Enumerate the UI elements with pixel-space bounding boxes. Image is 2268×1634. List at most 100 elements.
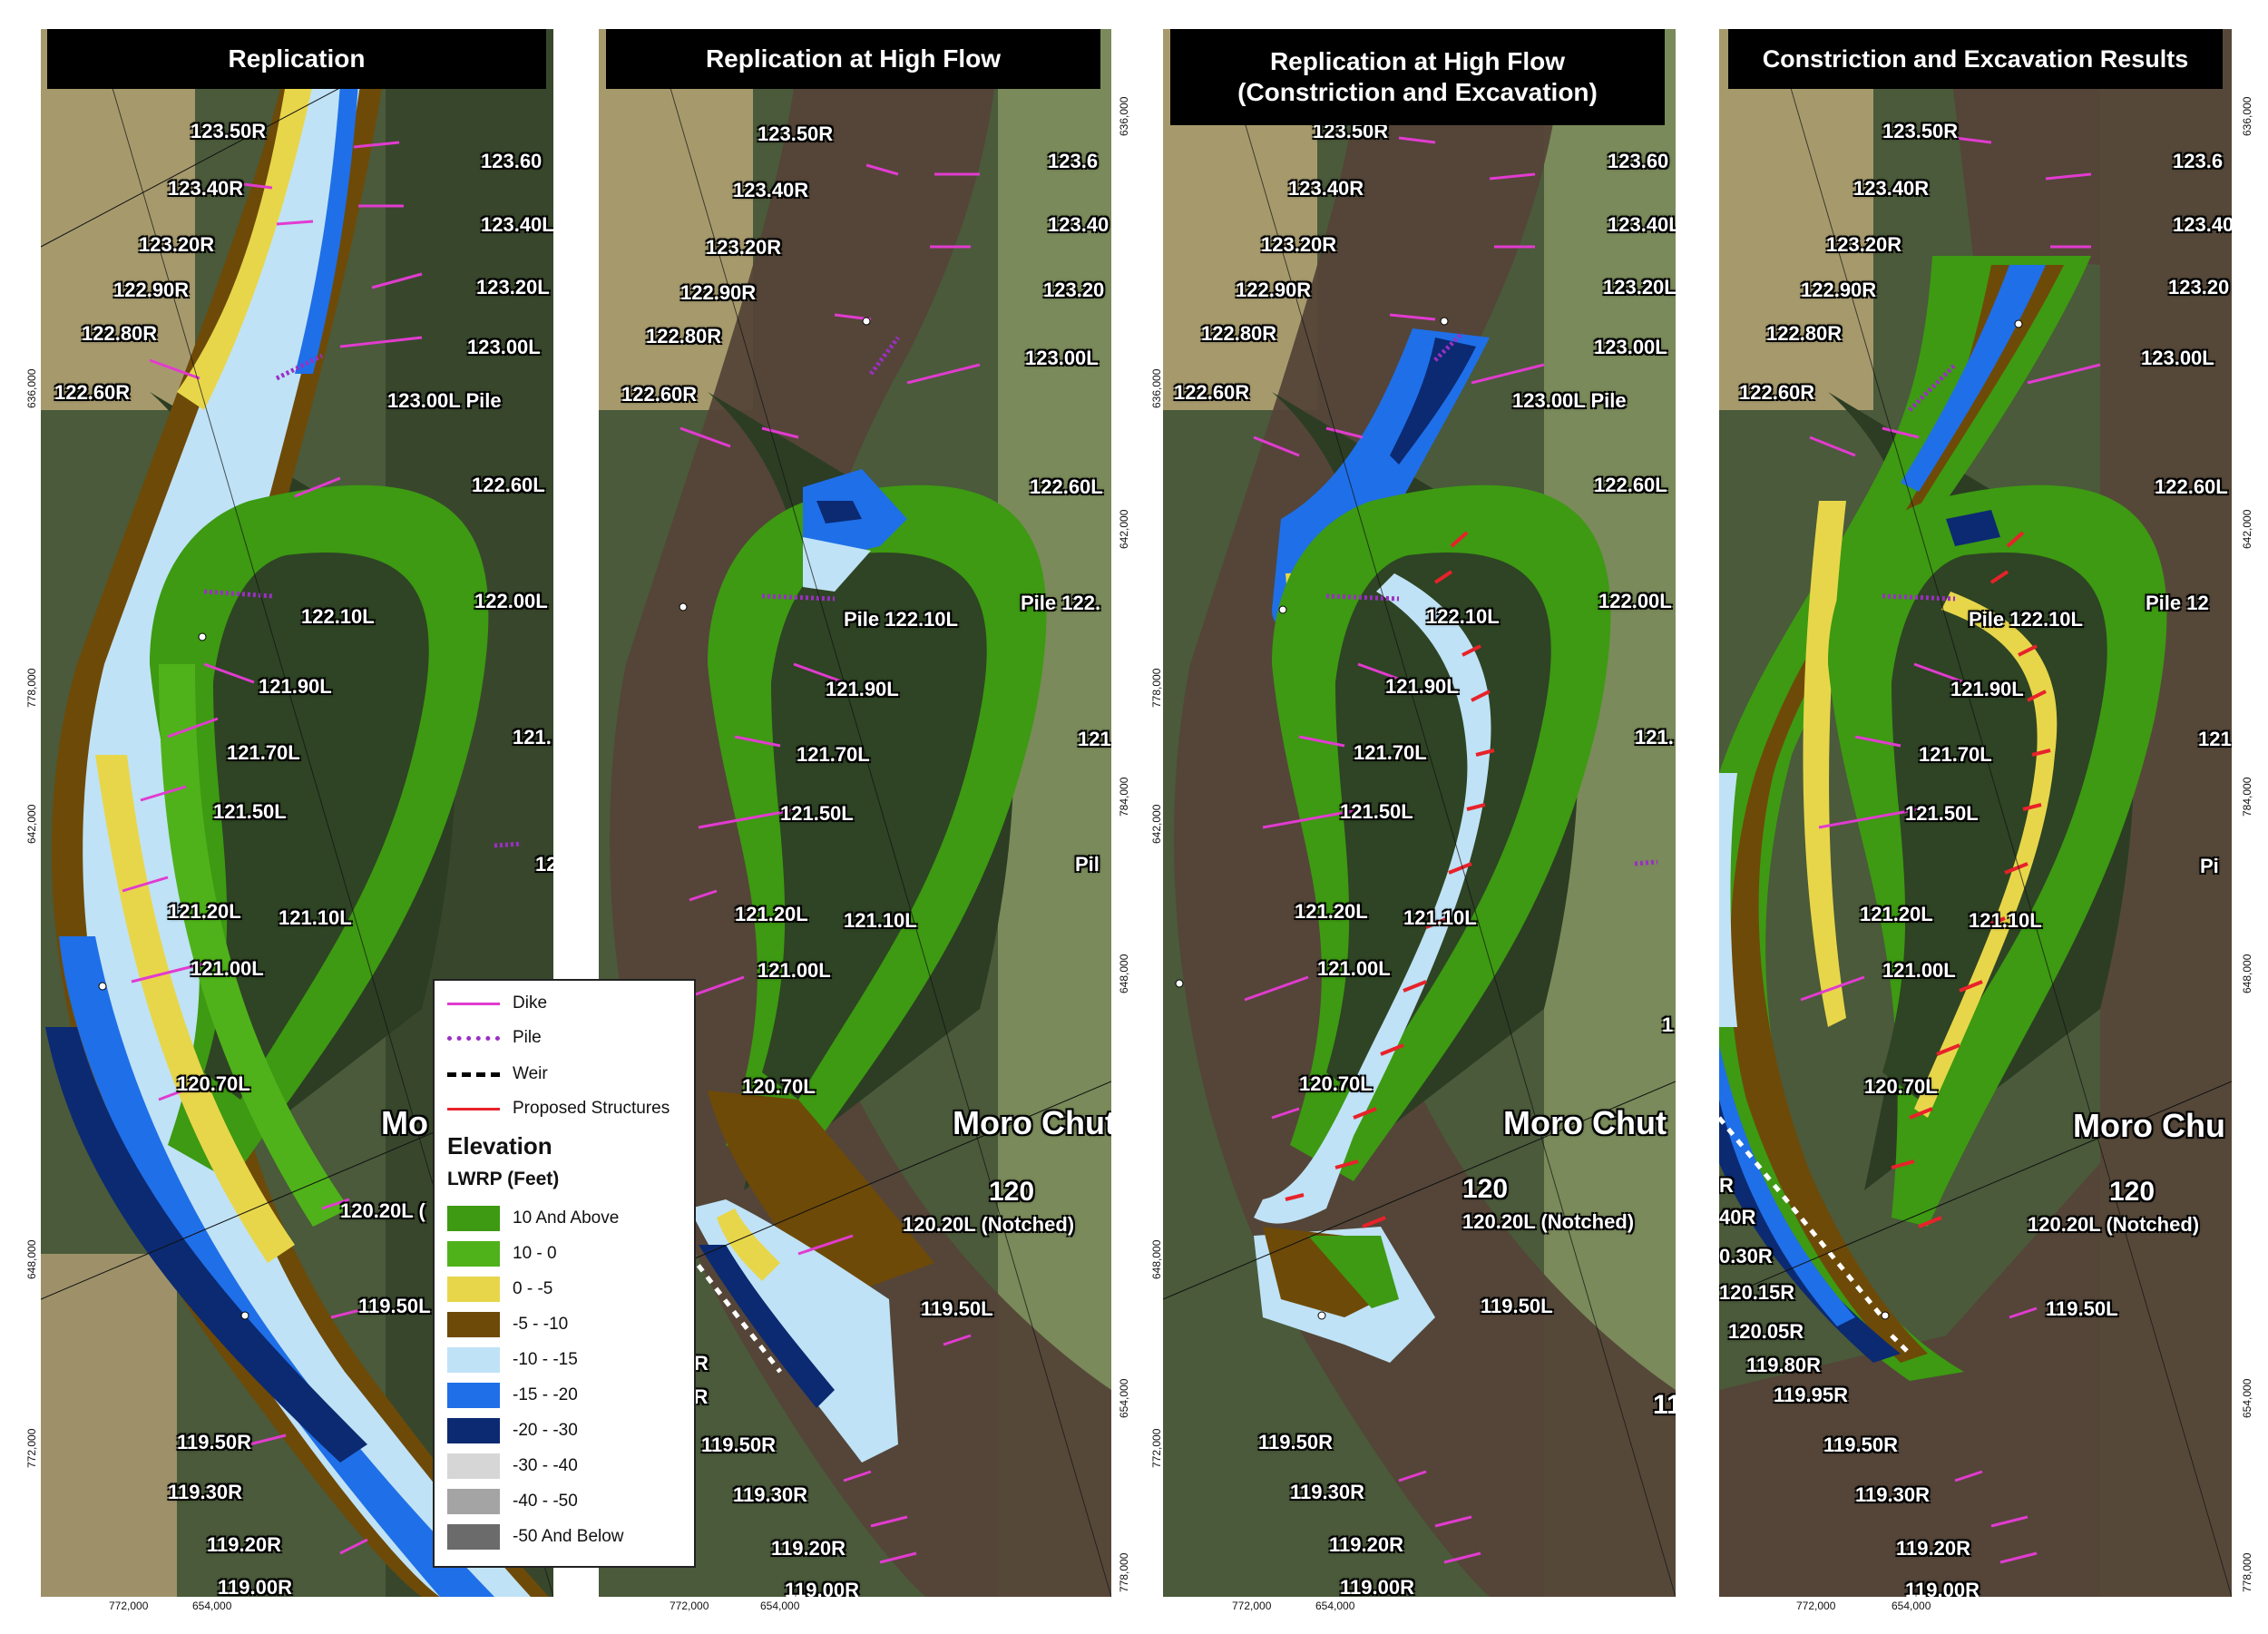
coord-label: 778,000 [25,668,38,708]
river-mile-label: 119.30R [168,1481,242,1503]
coord-label: 648,000 [1150,1239,1163,1279]
color-swatch [447,1489,500,1514]
coord-label: 654,000 [1892,1600,1931,1612]
river-mile-label: 122.80R [1201,322,1277,345]
proposed-structure-line-icon [447,1107,500,1111]
legend-item-weir: Weir [447,1064,548,1084]
river-mile-label: 120.70L [177,1072,250,1095]
river-mile-label: 123.40L [1608,213,1676,236]
legend-label: 0 - -5 [513,1279,553,1298]
river-mile-label: 119.50L [1481,1295,1553,1317]
color-swatch [447,1312,500,1337]
river-mile-label: 122.60L [2155,475,2228,498]
river-mile-label: 121.10L [1403,906,1477,929]
legend-subheading: LWRP (Feet) [447,1169,560,1189]
river-mile-label: 121.00L [1882,959,1956,982]
river-mile-label: 120.70L [1299,1072,1373,1095]
river-mile-label: 119.50R [1258,1431,1333,1453]
dike-line-icon [447,1002,500,1005]
river-mile-label: 122.60L [472,474,545,496]
color-swatch [447,1241,500,1267]
river-mile-label: 123.00L Pile [1512,389,1627,412]
river-mile-label: 123.40L [481,213,553,236]
river-mile-label: 119.95R [1774,1384,1848,1406]
coord-label: 772,000 [1232,1600,1272,1612]
panel-title-replication-high-flow: Replication at High Flow [606,29,1100,89]
river-mile-label: 119.00R [218,1576,292,1597]
coord-label: 772,000 [670,1600,709,1612]
river-mile-label: 122.90R [113,279,190,301]
river-mile-label: 121.20L [168,900,241,923]
river-mile-label: 119.20R [1329,1533,1403,1556]
coord-label: 778,000 [1150,668,1163,708]
legend-item-proposed-structures: Proposed Structures [447,1099,670,1119]
river-mile-label: 120 [2109,1177,2156,1207]
river-mile-label: 123.40R [733,179,809,201]
river-mile-label: 121.50L [1340,800,1413,823]
coord-label: 784,000 [2241,777,2253,817]
coord-label: 636,000 [2241,96,2253,136]
river-mile-label: 121.90L [1950,678,2024,700]
river-mile-label: 120.20L (Notched) [2028,1213,2200,1236]
map-panel-high-flow-constriction: 123.50R 123.40R 123.20R 122.90R 122.80R … [1163,29,1676,1597]
river-mile-label: 123.6 [1048,150,1099,172]
river-mile-label: 122.60L [1594,474,1667,496]
panel-title-constriction-results: Constriction and Excavation Results [1728,29,2223,89]
map-image [1163,29,1676,1597]
river-mile-label: 119.20R [207,1533,281,1556]
river-mile-label: 122.90R [1801,279,1877,301]
coord-label: 642,000 [1118,509,1130,549]
legend-class: -15 - -20 [447,1383,578,1408]
coord-label: 772,000 [109,1600,149,1612]
coord-label: 642,000 [2241,509,2253,549]
legend-item-dike: Dike [447,993,547,1013]
river-mile-label: 122.60R [621,383,698,406]
river-mile-label: R [694,1352,709,1375]
color-swatch [447,1347,500,1373]
river-mile-label: 121.90L [826,678,899,700]
river-mile-label: 123.40 [1048,213,1110,236]
river-mile-label: 120 [1462,1174,1509,1204]
river-mile-label: 121.00L [1317,957,1391,980]
place-name-label: Moro Chu [2073,1107,2225,1144]
pile-line-icon [447,1035,500,1041]
river-mile-label: 123.40R [1853,177,1930,200]
color-swatch [447,1524,500,1550]
color-swatch [447,1277,500,1302]
river-mile-label: Pile 122.10L [1969,608,2083,631]
legend-label: -30 - -40 [513,1456,578,1475]
river-mile-label: 12 [535,853,553,876]
river-mile-label: 123.60 [1608,150,1669,172]
river-mile-label: 120.05R [1728,1320,1804,1343]
river-mile-label: 119.00R [785,1579,859,1597]
river-mile-label: 123.6 [2173,150,2224,172]
river-mile-label: 123.20R [1261,233,1337,256]
river-mile-label: 123.40R [1288,177,1364,200]
river-mile-label: 123.50R [191,120,267,142]
river-mile-label: 119.20R [1896,1537,1970,1560]
coord-label: 784,000 [1118,777,1130,817]
river-mile-label: 123.20 [2168,276,2230,298]
river-mile-label: 119.50R [177,1431,251,1453]
river-mile-label: 122.60R [1739,381,1815,404]
river-mile-label: 123.00L [467,336,541,358]
legend-label: 10 - 0 [513,1244,557,1263]
river-mile-label: 120 [989,1177,1035,1207]
river-mile-label: 119.00R [1340,1576,1414,1597]
river-mile-label: Pile 122.10L [844,608,958,631]
river-mile-label: 123.20L [476,276,550,298]
legend-class: 10 And Above [447,1206,619,1231]
river-mile-label: 119.50R [701,1433,776,1456]
legend-label: -50 And Below [513,1527,624,1546]
coord-label: 654,000 [1118,1378,1130,1418]
legend-label: Weir [513,1064,548,1083]
coord-label: 648,000 [25,1239,38,1279]
legend-class: -20 - -30 [447,1418,578,1443]
coord-label: 772,000 [1150,1428,1163,1468]
coord-label: 654,000 [192,1600,232,1612]
legend-label: -10 - -15 [513,1350,578,1369]
river-mile-label: 122.60R [1174,381,1250,404]
river-mile-label: 119.50R [1823,1433,1898,1456]
river-mile-label: 121. [513,726,552,749]
river-mile-label: 123.40R [168,177,244,200]
